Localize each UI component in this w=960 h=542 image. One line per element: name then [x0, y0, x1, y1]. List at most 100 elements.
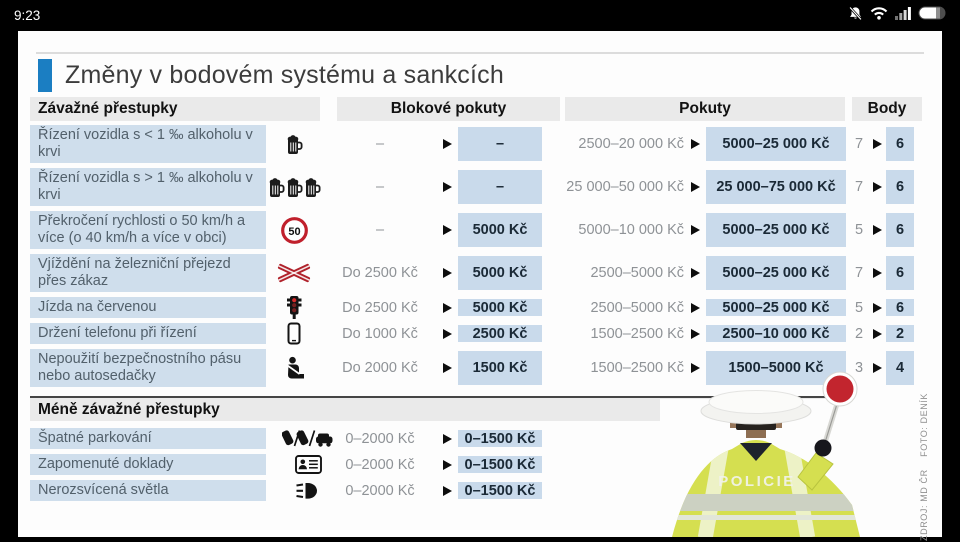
points-new: 6 [886, 256, 914, 290]
block-fine-new: 5000 Kč [458, 256, 542, 290]
clock: 9:23 [14, 8, 41, 23]
top-divider [36, 52, 924, 54]
svg-text:50: 50 [288, 226, 300, 238]
bell-muted-icon [848, 6, 863, 26]
fine-new: 1500–5000 Kč [706, 351, 846, 385]
fine-new: 5000–25 000 Kč [706, 213, 846, 247]
points-old: 3 [854, 360, 864, 376]
fine-old: 2500–20 000 Kč [578, 136, 684, 152]
block-fine-old: Do 2500 Kč [342, 299, 418, 316]
title-block: Změny v bodovém systému a sankcích [38, 58, 504, 92]
fine-old: 5000–10 000 Kč [578, 222, 684, 238]
fine-new: 0–1500 Kč [458, 430, 542, 447]
arrow-icon [868, 211, 886, 249]
table-row: Nepoužití bezpečnostního pásu nebo autos… [18, 349, 942, 387]
fine-old: 2500–5000 Kč [590, 299, 684, 316]
block-fine-new: 2500 Kč [458, 325, 542, 342]
arrow-icon [438, 349, 456, 387]
fine-old: 1500–2500 Kč [590, 360, 684, 376]
arrow-icon [438, 297, 456, 318]
traffic-light-icon [262, 296, 326, 319]
offense-table: Řízení vozidla s < 1 ‰ alkoholu v krvi –… [18, 125, 942, 506]
table-row: Řízení vozidla s < 1 ‰ alkoholu v krvi –… [18, 125, 942, 163]
arrow-icon [438, 428, 456, 449]
points-old: 5 [854, 299, 864, 316]
arrow-icon [868, 125, 886, 163]
block-fine-old: Do 1000 Kč [342, 325, 418, 342]
arrow-icon [686, 168, 704, 206]
points-new: 2 [886, 325, 914, 342]
block-fine-old: Do 2500 Kč [342, 265, 418, 281]
fine-old: 2500–5000 Kč [590, 265, 684, 281]
block-fine-new: 5000 Kč [458, 299, 542, 316]
arrow-icon [868, 323, 886, 344]
table-row: Vjíždění na železniční přejezd přes záka… [18, 254, 942, 292]
minor-offense-rows: Špatné parkování 0–2000 Kč 0–1500 Kč Zap… [18, 428, 942, 501]
arrow-icon [438, 254, 456, 292]
serious-offense-rows: Řízení vozidla s < 1 ‰ alkoholu v krvi –… [18, 125, 942, 387]
table-row: Jízda na červenou Do 2500 Kč 5000 Kč 250… [18, 296, 942, 319]
status-bar: 9:23 [0, 0, 960, 31]
offense-label: Vjíždění na železniční přejezd přes záka… [30, 254, 266, 292]
offense-label: Nerozsvícená světla [30, 480, 266, 501]
photo-credit: ZDROJ: MD ČR FOTO: DENÍK [919, 392, 929, 541]
page-title: Změny v bodovém systému a sankcích [65, 60, 504, 89]
points-new: 6 [886, 299, 914, 316]
arrow-icon [438, 125, 456, 163]
points-new: 6 [886, 213, 914, 247]
arrow-icon [686, 297, 704, 318]
column-header-points: Body [852, 97, 922, 121]
arrow-icon [438, 323, 456, 344]
arrow-icon [686, 211, 704, 249]
points-old: 7 [854, 179, 864, 195]
offense-label: Zapomenuté doklady [30, 454, 266, 475]
fine-new: 0–1500 Kč [458, 482, 542, 499]
block-fine-new: – [458, 170, 542, 204]
fine-new: 25 000–75 000 Kč [706, 170, 846, 204]
table-row: Nerozsvícená světla 0–2000 Kč 0–1500 Kč [18, 480, 942, 501]
arrow-icon [438, 211, 456, 249]
table-row: Řízení vozidla s > 1 ‰ alkoholu v krvi –… [18, 168, 942, 206]
offense-label: Řízení vozidla s > 1 ‰ alkoholu v krvi [30, 168, 266, 206]
table-row: Překročení rychlosti o 50 km/h a více (o… [18, 211, 942, 249]
offense-label: Řízení vozidla s < 1 ‰ alkoholu v krvi [30, 125, 266, 163]
jacket-text: POLICIE [718, 473, 796, 490]
points-new: 6 [886, 170, 914, 204]
table-row: Špatné parkování 0–2000 Kč 0–1500 Kč [18, 428, 942, 449]
offense-label: Překročení rychlosti o 50 km/h a více (o… [30, 211, 266, 249]
arrow-icon [868, 168, 886, 206]
neck [746, 427, 766, 438]
points-new: 4 [886, 351, 914, 385]
block-fine-new: – [458, 127, 542, 161]
table-row: Držení telefonu při řízení Do 1000 Kč 25… [18, 322, 942, 345]
points-new: 6 [886, 127, 914, 161]
fine-old: 1500–2500 Kč [590, 325, 684, 342]
fine-old: 0–2000 Kč [345, 456, 415, 473]
points-old: 5 [854, 222, 864, 238]
block-fine-old: – [375, 179, 385, 195]
fine-old: 25 000–50 000 Kč [566, 179, 684, 195]
block-fine-old: – [375, 222, 385, 238]
glove [814, 439, 832, 457]
offense-label: Špatné parkování [30, 428, 266, 449]
beers-icon [262, 168, 326, 206]
table-row: Zapomenuté doklady 0–2000 Kč 0–1500 Kč [18, 454, 942, 475]
arrow-icon [868, 349, 886, 387]
fine-new: 0–1500 Kč [458, 456, 542, 473]
fine-old: 0–2000 Kč [345, 482, 415, 499]
arrow-icon [868, 297, 886, 318]
police-officer-photo: POLICIE [660, 357, 892, 537]
column-header-fines: Pokuty [565, 97, 845, 121]
police-cap [708, 390, 804, 414]
infographic-card: Změny v bodovém systému a sankcích Závaž… [18, 31, 942, 541]
fine-new: 5000–25 000 Kč [706, 256, 846, 290]
fine-new: 5000–25 000 Kč [706, 127, 846, 161]
column-header-block-fines: Blokové pokuty [337, 97, 560, 121]
battery-icon [918, 6, 946, 25]
fine-old: 0–2000 Kč [345, 430, 415, 447]
points-old: 7 [854, 136, 864, 152]
arrow-icon [686, 254, 704, 292]
column-header-offense: Závažné přestupky [30, 97, 320, 121]
arrow-icon [686, 349, 704, 387]
arrow-icon [868, 254, 886, 292]
